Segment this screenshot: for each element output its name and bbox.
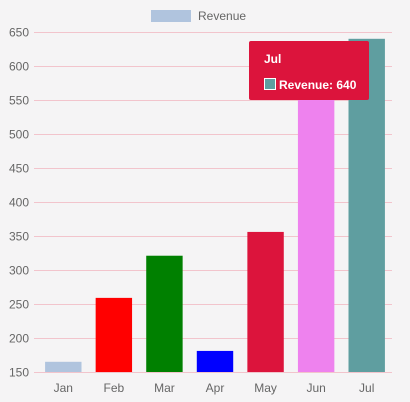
- tooltip-title: Jul: [264, 52, 281, 66]
- bar-jan[interactable]: [45, 361, 82, 372]
- y-tick-label: 350: [9, 230, 29, 244]
- x-axis-ticks: Jan Feb Mar Apr May Jun Jul: [54, 381, 375, 395]
- x-tick-label: Jul: [359, 381, 374, 395]
- legend[interactable]: Revenue: [151, 9, 246, 23]
- x-tick-label: Mar: [154, 381, 175, 395]
- y-tick-label: 250: [9, 298, 29, 312]
- x-tick-label: Jun: [306, 381, 325, 395]
- y-tick-label: 550: [9, 94, 29, 108]
- tooltip: Jul Revenue: 640: [249, 41, 369, 100]
- tooltip-label: Revenue: 640: [279, 78, 357, 92]
- bar-apr[interactable]: [196, 350, 234, 372]
- y-tick-label: 600: [9, 60, 29, 74]
- x-tick-label: May: [254, 381, 277, 395]
- x-tick-label: Jan: [54, 381, 73, 395]
- y-tick-label: 500: [9, 128, 29, 142]
- y-tick-label: 450: [9, 162, 29, 176]
- bar-jun[interactable]: [297, 96, 335, 372]
- bar-mar[interactable]: [146, 255, 183, 372]
- x-tick-label: Apr: [206, 381, 225, 395]
- y-tick-label: 200: [9, 332, 29, 346]
- y-tick-label: 650: [9, 26, 29, 40]
- y-tick-label: 150: [9, 366, 29, 380]
- tooltip-background: [249, 41, 369, 100]
- x-tick-label: Feb: [104, 381, 125, 395]
- bar-feb[interactable]: [95, 297, 133, 372]
- legend-label-revenue[interactable]: Revenue: [198, 9, 246, 23]
- y-axis-ticks: 150 200 250 300 350 400 450 500 550 600 650: [9, 26, 29, 380]
- tooltip-swatch: [265, 79, 275, 89]
- y-tick-label: 400: [9, 196, 29, 210]
- bar-may[interactable]: [247, 231, 284, 372]
- y-tick-label: 300: [9, 264, 29, 278]
- legend-swatch-revenue[interactable]: [151, 10, 191, 22]
